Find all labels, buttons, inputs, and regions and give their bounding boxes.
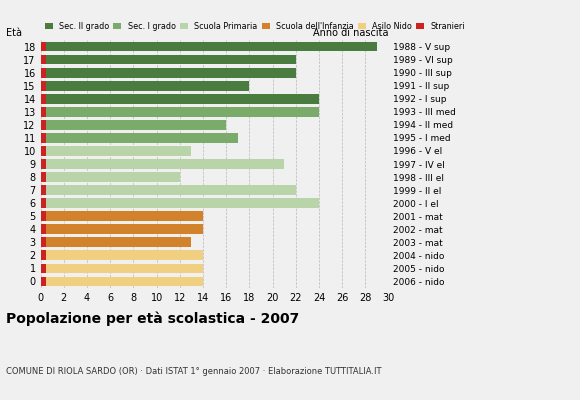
Bar — [41, 224, 46, 234]
Bar — [41, 198, 46, 208]
Text: COMUNE DI RIOLA SARDO (OR) · Dati ISTAT 1° gennaio 2007 · Elaborazione TUTTITALI: COMUNE DI RIOLA SARDO (OR) · Dati ISTAT … — [6, 367, 381, 376]
Bar — [41, 68, 46, 78]
Bar — [41, 81, 46, 90]
Bar — [41, 94, 319, 104]
Bar — [41, 250, 46, 260]
Bar — [41, 264, 46, 273]
Bar — [41, 238, 191, 247]
Bar — [41, 264, 203, 273]
Bar — [41, 276, 203, 286]
Bar — [41, 146, 191, 156]
Bar — [41, 107, 319, 117]
Bar — [41, 120, 46, 130]
Bar — [41, 133, 238, 143]
Bar — [41, 55, 46, 64]
Bar — [41, 159, 46, 169]
Bar — [41, 224, 203, 234]
Bar — [41, 68, 296, 78]
Bar — [41, 211, 46, 221]
Text: Popolazione per età scolastica - 2007: Popolazione per età scolastica - 2007 — [6, 312, 299, 326]
Bar — [41, 107, 46, 117]
Bar — [41, 146, 46, 156]
Bar — [41, 172, 180, 182]
Bar — [41, 55, 296, 64]
Bar — [41, 211, 203, 221]
Bar — [41, 250, 203, 260]
Bar — [41, 133, 46, 143]
Bar — [41, 198, 319, 208]
Bar — [41, 159, 284, 169]
Bar — [41, 94, 46, 104]
Bar — [41, 276, 46, 286]
Bar — [41, 185, 296, 195]
Text: Anno di nascita: Anno di nascita — [313, 28, 389, 38]
Bar — [41, 81, 249, 90]
Bar — [41, 185, 46, 195]
Bar — [41, 172, 46, 182]
Legend: Sec. II grado, Sec. I grado, Scuola Primaria, Scuola dell'Infanzia, Asilo Nido, : Sec. II grado, Sec. I grado, Scuola Prim… — [45, 22, 465, 31]
Bar — [41, 42, 377, 52]
Bar — [41, 238, 46, 247]
Bar — [41, 120, 226, 130]
Bar — [41, 42, 46, 52]
Text: Età: Età — [6, 28, 22, 38]
